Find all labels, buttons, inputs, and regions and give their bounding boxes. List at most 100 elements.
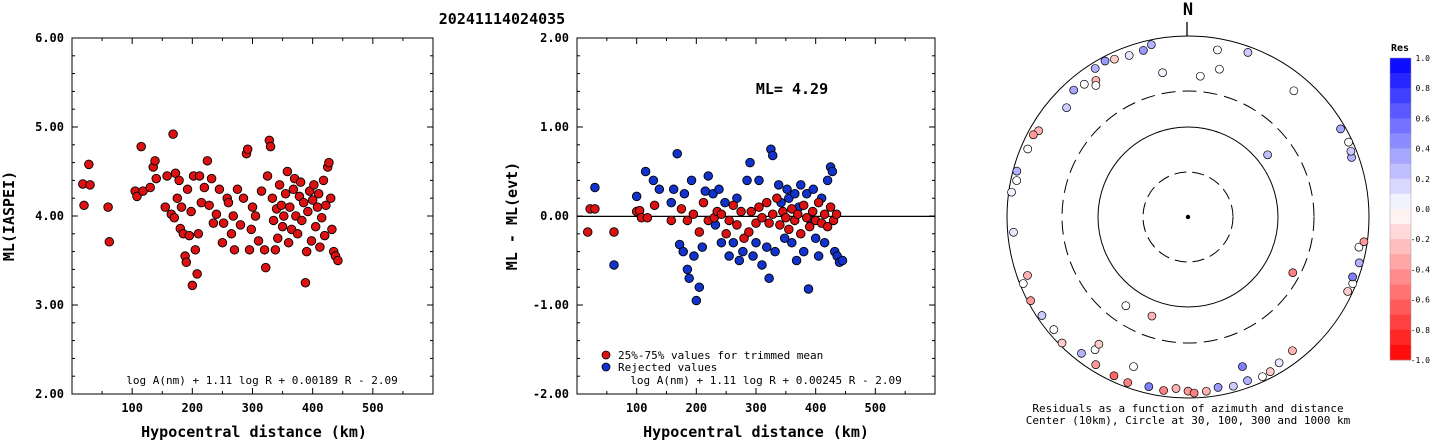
residual-point — [1359, 237, 1369, 247]
trimmed-point — [698, 197, 709, 208]
rejected-point — [770, 246, 780, 257]
colorbar: Res 1.0 0.8 0.6 0.4 0.2 0.0 -0.2 -0.4 -0.6 -0.8 -1… — [1389, 43, 1431, 365]
data-point — [247, 202, 258, 212]
rejected-point — [819, 237, 830, 248]
data-point — [307, 195, 318, 205]
residual-point — [1289, 86, 1299, 96]
residual-point — [1062, 103, 1071, 113]
data-point — [232, 184, 243, 195]
rejected-point — [684, 273, 694, 284]
data-point — [150, 156, 160, 166]
legend-label-trimmed: 25%-75% values for trimmed mean — [618, 349, 823, 362]
legend-marker-trimmed — [601, 350, 611, 360]
data-point — [190, 245, 201, 255]
data-point — [324, 157, 334, 168]
data-point — [292, 229, 303, 239]
y-tick-label: -2.00 — [533, 387, 569, 401]
trimmed-point — [757, 213, 767, 223]
residual-point — [1057, 338, 1067, 348]
residual-point — [1139, 46, 1148, 55]
data-point — [301, 246, 312, 257]
y-tick-label: 3.00 — [35, 298, 64, 312]
residual-point — [1243, 376, 1252, 385]
trimmed-point — [590, 204, 600, 214]
data-points — [1007, 40, 1369, 398]
colorbar-cell — [1390, 239, 1411, 255]
trimmed-point — [798, 200, 809, 211]
rejected-point — [609, 260, 619, 270]
circle-1000km — [1006, 35, 1370, 399]
data-point — [214, 184, 225, 195]
data-point — [79, 200, 89, 211]
rejected-point — [779, 233, 790, 243]
trimmed-point — [739, 233, 749, 243]
trimmed-point — [784, 224, 794, 235]
colorbar-cell — [1390, 193, 1411, 210]
trimmed-point — [801, 213, 812, 223]
rejected-point — [773, 180, 784, 190]
residual-point — [1288, 346, 1297, 356]
rejected-point — [801, 188, 812, 199]
rejected-point — [767, 150, 778, 161]
colorbar-cell — [1390, 254, 1411, 270]
rejected-point — [640, 166, 651, 177]
rejected-point — [790, 188, 800, 199]
residual-point — [1009, 227, 1018, 237]
data-point — [333, 255, 343, 266]
residual-point — [1123, 378, 1133, 387]
residual-point — [1023, 271, 1032, 280]
colorbar-cell — [1390, 103, 1411, 119]
trimmed-point — [732, 220, 742, 230]
colorbar-tick-label: 0.4 — [1416, 145, 1431, 154]
data-point — [223, 197, 234, 208]
rejected-point — [764, 273, 774, 284]
rejected-point — [734, 255, 745, 266]
trimmed-point — [724, 215, 734, 226]
trimmed-point — [819, 209, 830, 219]
rejected-point — [751, 237, 761, 248]
trimmed-point — [764, 218, 774, 228]
residual-point — [1079, 79, 1089, 89]
residual-point — [1343, 287, 1353, 296]
residual-point — [1158, 68, 1167, 78]
formula-text: log A(nm) + 1.11 log R + 0.00189 R - 2.0… — [126, 374, 398, 387]
circle-100km — [1097, 126, 1279, 308]
residual-point — [1201, 386, 1211, 396]
formula-text: log A(nm) + 1.11 log R + 0.00245 R - 2.0… — [630, 374, 902, 387]
rejected-point — [757, 260, 767, 270]
axis-ticks: 100 200 300 400 500 -2.00 -1.00 0.00 1.00 2.00 — [533, 31, 935, 415]
residual-point — [1147, 40, 1156, 50]
colorbar-cell — [1390, 88, 1411, 104]
data-point — [325, 193, 336, 203]
polar-caption-1: Residuals as a function of azimuth and d… — [1032, 402, 1343, 415]
north-label: N — [1183, 0, 1193, 20]
residual-point — [1213, 45, 1222, 55]
data-point — [136, 141, 146, 152]
colorbar-cell — [1390, 73, 1411, 89]
legend-marker-rejected — [601, 362, 611, 372]
x-tick-label: 500 — [864, 401, 886, 415]
residual-point — [1012, 176, 1022, 185]
data-point — [132, 191, 142, 202]
colorbar-tick-label: -0.6 — [1411, 296, 1430, 305]
residual-point — [1012, 166, 1022, 176]
data-point — [174, 175, 184, 186]
rejected-point — [590, 182, 600, 193]
x-tick-label: 500 — [362, 401, 384, 415]
residual-point — [1263, 150, 1272, 160]
data-point — [235, 220, 246, 230]
data-point — [312, 202, 323, 212]
data-point — [226, 229, 237, 239]
rejected-point — [822, 175, 833, 186]
axis-ticks: 100 200 300 400 500 2.00 3.00 4.00 5.00 6.00 — [35, 31, 433, 415]
data-point — [218, 218, 229, 228]
data-point — [270, 245, 281, 255]
rejected-point — [796, 180, 806, 190]
data-point — [187, 280, 198, 291]
trimmed-point — [761, 197, 772, 208]
colorbar-cell — [1390, 148, 1411, 164]
rejected-point — [837, 255, 848, 266]
data-point — [300, 278, 311, 288]
data-point — [260, 262, 271, 273]
trimmed-point — [728, 200, 739, 211]
